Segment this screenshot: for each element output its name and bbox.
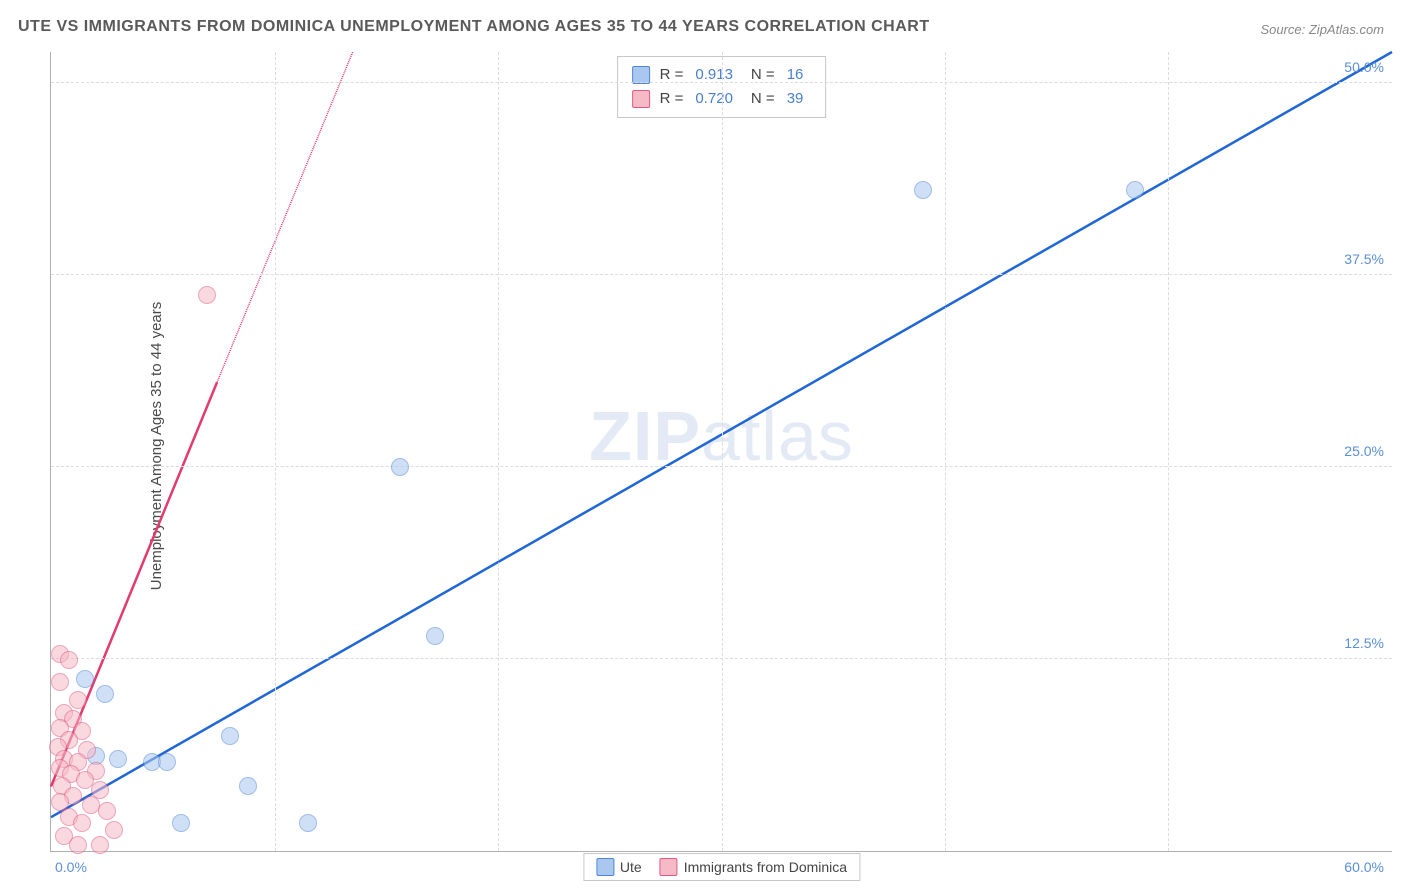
x-tick-max: 60.0% <box>1344 859 1384 875</box>
gridline-v <box>498 52 499 851</box>
y-tick-label: 25.0% <box>1344 443 1384 459</box>
data-point <box>109 750 127 768</box>
legend-label: Ute <box>620 859 642 875</box>
legend-item: Ute <box>596 858 642 876</box>
y-tick-label: 50.0% <box>1344 59 1384 75</box>
series-swatch <box>660 858 678 876</box>
gridline-v <box>722 52 723 851</box>
legend-label: Immigrants from Dominica <box>684 859 847 875</box>
stat-n-value: 39 <box>787 87 804 111</box>
data-point <box>98 802 116 820</box>
gridline-v <box>1168 52 1169 851</box>
data-point <box>158 753 176 771</box>
x-tick-min: 0.0% <box>55 859 87 875</box>
data-point <box>299 814 317 832</box>
legend: Ute Immigrants from Dominica <box>583 853 860 881</box>
data-point <box>1126 181 1144 199</box>
data-point <box>426 627 444 645</box>
source-label: Source: ZipAtlas.com <box>1260 22 1384 37</box>
data-point <box>239 777 257 795</box>
stat-r-value: 0.913 <box>695 63 733 87</box>
data-point <box>60 651 78 669</box>
stat-n-label: N = <box>751 63 775 87</box>
data-point <box>51 673 69 691</box>
stat-n-value: 16 <box>787 63 804 87</box>
gridline-v <box>275 52 276 851</box>
data-point <box>221 727 239 745</box>
series-swatch <box>596 858 614 876</box>
series-swatch <box>632 90 650 108</box>
data-point <box>914 181 932 199</box>
stat-r-label: R = <box>660 63 684 87</box>
data-point <box>76 670 94 688</box>
stat-r-label: R = <box>660 87 684 111</box>
stat-r-value: 0.720 <box>695 87 733 111</box>
data-point <box>105 821 123 839</box>
data-point <box>73 814 91 832</box>
plot-area: ZIPatlas R =0.913N =16R =0.720N =39 UteI… <box>50 52 1392 852</box>
data-point <box>198 286 216 304</box>
y-tick-label: 12.5% <box>1344 635 1384 651</box>
data-point <box>91 836 109 854</box>
data-point <box>96 685 114 703</box>
data-point <box>172 814 190 832</box>
chart-title: UTE VS IMMIGRANTS FROM DOMINICA UNEMPLOY… <box>18 18 930 36</box>
y-tick-label: 37.5% <box>1344 251 1384 267</box>
gridline-v <box>945 52 946 851</box>
data-point <box>391 458 409 476</box>
legend-item: Immigrants from Dominica <box>660 858 847 876</box>
data-point <box>69 836 87 854</box>
stat-n-label: N = <box>751 87 775 111</box>
